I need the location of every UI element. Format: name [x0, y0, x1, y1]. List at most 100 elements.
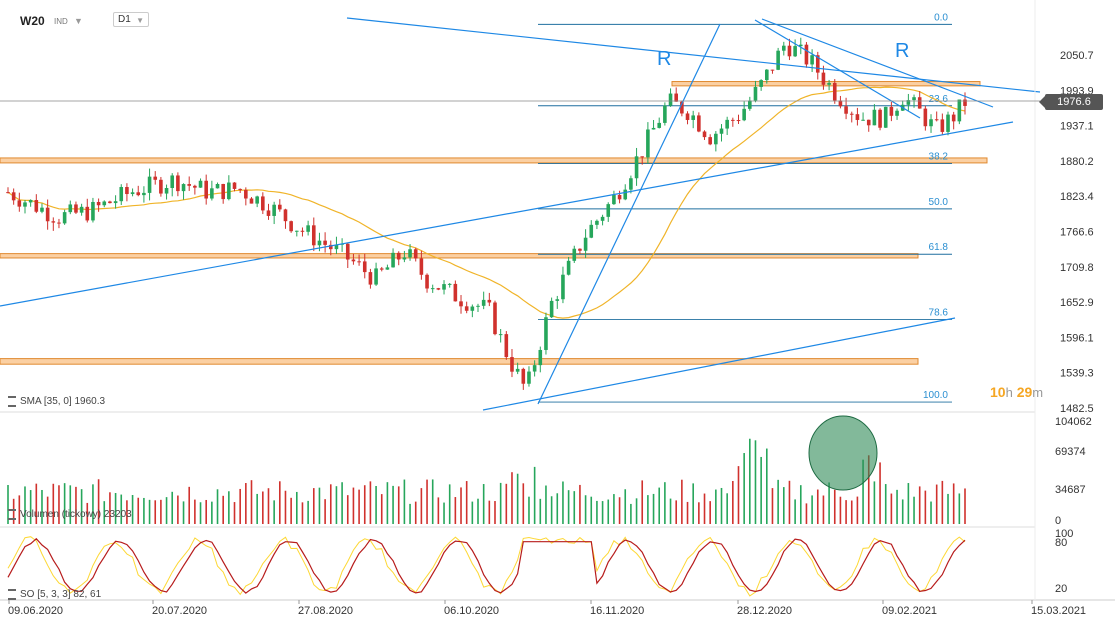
- candle-body: [164, 188, 169, 194]
- volume-indicator-label[interactable]: Volumen (tickowy) 23203: [8, 509, 132, 520]
- volume-bar: [465, 481, 468, 524]
- volume-bar: [590, 496, 593, 524]
- candle-body: [85, 206, 90, 221]
- candle-body: [906, 100, 911, 105]
- volume-bar: [550, 496, 553, 524]
- candle-body: [334, 244, 339, 250]
- date-tick-label: 16.11.2020: [590, 605, 644, 617]
- stoch-fast-line: [7, 536, 966, 597]
- price-tick-label: 1709.8: [1060, 262, 1094, 274]
- volume-bar: [346, 495, 349, 524]
- candle-body: [396, 252, 401, 260]
- candle-body: [765, 69, 769, 81]
- candle-timer: 10h 29m: [990, 384, 1043, 400]
- volume-bar: [720, 487, 723, 524]
- candle-body: [849, 113, 854, 115]
- volume-bar: [448, 484, 451, 524]
- candle-body: [306, 225, 310, 232]
- volume-bar: [562, 481, 564, 524]
- volume-bar: [709, 501, 711, 524]
- so-tick-label: 20: [1055, 583, 1067, 595]
- volume-bar: [833, 489, 836, 524]
- price-tick-label: 1937.1: [1060, 121, 1094, 133]
- volume-tick-label: 34687: [1055, 484, 1086, 496]
- stochastic-oscillator: [7, 536, 966, 597]
- candle-body: [368, 272, 373, 285]
- candle-body: [878, 109, 882, 128]
- candle-body: [17, 200, 22, 207]
- candle-body: [736, 120, 741, 122]
- volume-tick-label: 0: [1055, 515, 1061, 527]
- symbol-dropdown-icon[interactable]: ▼: [74, 16, 83, 26]
- so-tick-label: 100: [1055, 528, 1073, 540]
- sma-indicator-label[interactable]: SMA [35, 0] 1960.3: [8, 396, 105, 407]
- volume-bar: [737, 466, 740, 524]
- candle-body: [663, 105, 667, 123]
- candle-body: [227, 182, 231, 200]
- resistance-annotation: R: [657, 48, 671, 70]
- candle-body: [515, 368, 520, 372]
- volume-bar: [165, 497, 168, 524]
- fib-label: 23.6: [929, 94, 949, 105]
- candle-body: [646, 129, 650, 158]
- volume-bar: [409, 503, 411, 524]
- volume-bar: [114, 492, 117, 524]
- sr-zone: [671, 81, 981, 87]
- volume-bar: [7, 485, 9, 524]
- volume-bar: [918, 486, 921, 524]
- volume-bar: [799, 485, 802, 524]
- candle-body: [113, 201, 118, 204]
- candle-body: [45, 207, 50, 222]
- candle-body: [34, 200, 39, 212]
- volume-bar: [681, 479, 683, 524]
- volume-bar: [596, 500, 598, 524]
- volume-bar: [12, 498, 15, 524]
- volume-bar: [262, 491, 264, 524]
- candle-body: [374, 268, 378, 285]
- candle-body: [289, 221, 293, 232]
- volume-bar: [63, 483, 66, 524]
- candle-body: [249, 198, 254, 204]
- volume-bar: [584, 495, 587, 524]
- volume-bar: [369, 481, 372, 524]
- candle-body: [963, 99, 967, 106]
- volume-bar: [290, 497, 292, 524]
- candle-body: [793, 46, 797, 57]
- fib-label: 0.0: [934, 12, 948, 23]
- volume-bar: [80, 489, 83, 524]
- so-indicator-label[interactable]: SO [5, 3, 3] 82, 61: [8, 589, 101, 600]
- volume-bar: [658, 487, 661, 524]
- candle-body: [680, 101, 684, 114]
- volume-bar: [743, 453, 745, 524]
- timeframe-select[interactable]: D1 ▼: [113, 12, 149, 27]
- volume-bar: [647, 495, 649, 524]
- candle-body: [821, 72, 826, 85]
- candle-body: [566, 260, 571, 275]
- candle-body: [125, 187, 129, 195]
- volume-bar: [301, 502, 304, 524]
- candle-body: [657, 122, 662, 128]
- candle-body: [272, 204, 276, 216]
- fib-label: 78.6: [929, 307, 949, 318]
- volume-bar: [358, 489, 360, 524]
- candle-body: [612, 194, 616, 205]
- candle-body: [934, 119, 939, 121]
- volume-bar: [788, 480, 791, 524]
- volume-bar: [545, 485, 547, 524]
- candle-body: [725, 119, 729, 129]
- volume-bar: [664, 482, 666, 524]
- volume-bar: [856, 496, 859, 524]
- candle-body: [102, 201, 107, 206]
- symbol-label[interactable]: W20: [20, 14, 45, 28]
- volume-bar: [958, 493, 961, 524]
- volume-bar: [652, 493, 655, 524]
- exchange-label: IND: [54, 17, 68, 26]
- trend-line: [754, 19, 921, 119]
- menu-icon: [8, 396, 16, 407]
- candle-body: [328, 244, 333, 250]
- candle-body: [532, 365, 537, 372]
- candle-body: [193, 185, 197, 188]
- candle-body: [895, 110, 899, 116]
